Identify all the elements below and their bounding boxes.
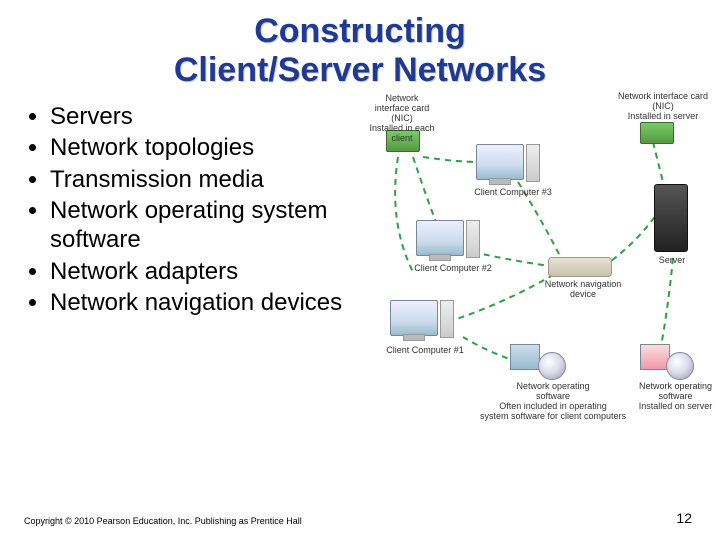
nos-disc-icon — [538, 352, 566, 380]
nic-client-label: Network interface card (NIC) Installed i… — [362, 94, 442, 143]
network-diagram: Network interface card (NIC) Installed i… — [358, 102, 702, 442]
server-label: Server — [652, 256, 692, 266]
client-pc-1-icon — [390, 300, 438, 336]
bullet-item: Network topologies — [50, 133, 358, 162]
content-area: Servers Network topologies Transmission … — [0, 90, 720, 442]
nos-box-icon — [510, 344, 540, 370]
client-pc-2-icon — [416, 220, 464, 256]
nos-label: Network operating software Often include… — [478, 382, 628, 422]
nic-server-label: Network interface card (NIC) Installed i… — [608, 92, 718, 122]
bullet-list: Servers Network topologies Transmission … — [28, 102, 358, 442]
bullet-item: Network navigation devices — [50, 288, 358, 317]
client-pc-1-label: Client Computer #1 — [380, 346, 470, 356]
server-os-disc-icon — [666, 352, 694, 380]
client-pc-2-tower — [466, 220, 480, 258]
slide-title: Constructing Client/Server Networks — [0, 0, 720, 90]
client-pc-3-icon — [476, 144, 524, 180]
nic-server-icon — [640, 122, 674, 144]
client-pc-1-tower — [440, 300, 454, 338]
title-line1: Constructing — [254, 12, 466, 50]
bullet-item: Servers — [50, 102, 358, 131]
router-label: Network navigation device — [538, 280, 628, 300]
page-number: 12 — [676, 510, 692, 526]
bullet-item: Transmission media — [50, 165, 358, 194]
client-pc-3-label: Client Computer #3 — [468, 188, 558, 198]
copyright-footer: Copyright © 2010 Pearson Education, Inc.… — [24, 516, 302, 526]
server-icon — [654, 184, 688, 252]
title-line2: Client/Server Networks — [174, 51, 546, 89]
bullet-item: Network adapters — [50, 257, 358, 286]
client-pc-3-tower — [526, 144, 540, 182]
router-icon — [548, 257, 612, 277]
server-os-label: Network operating software Installed on … — [628, 382, 720, 412]
bullet-item: Network operating system software — [50, 196, 358, 255]
client-pc-2-label: Client Computer #2 — [408, 264, 498, 274]
